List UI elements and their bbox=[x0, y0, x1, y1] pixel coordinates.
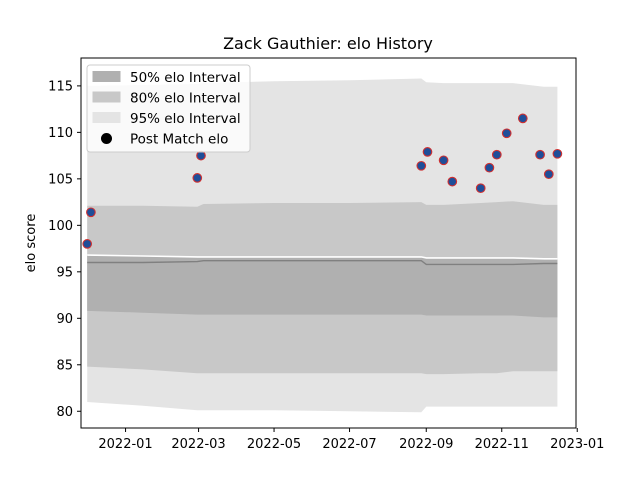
y-tick-label: 80 bbox=[56, 405, 73, 420]
x-tick-label: 2022-11 bbox=[475, 437, 529, 452]
chart-title: Zack Gauthier: elo History bbox=[223, 34, 433, 53]
plot-area: 80 85 90 95 100 105 110 115 2022-01 2022-03 2022-0… bbox=[48, 57, 604, 452]
y-axis-label: elo score bbox=[24, 214, 39, 273]
plot-frame bbox=[80, 57, 577, 429]
legend-marker bbox=[101, 133, 112, 144]
post-match-elo-point bbox=[535, 149, 545, 160]
post-match-elo-point bbox=[196, 150, 206, 161]
median-line bbox=[87, 254, 558, 260]
post-match-elo-point bbox=[552, 148, 563, 159]
x-tick-label: 2022-05 bbox=[247, 437, 301, 452]
y-tick-label: 90 bbox=[56, 312, 73, 327]
post-match-elo-point bbox=[491, 149, 502, 160]
legend-entry-label: 50% elo Interval bbox=[130, 70, 241, 86]
post-match-elo-point bbox=[438, 155, 449, 166]
legend-swatch bbox=[92, 71, 121, 82]
y-tick-label: 105 bbox=[48, 172, 73, 187]
post-match-elo-point bbox=[416, 160, 427, 171]
post-match-elo-point bbox=[501, 128, 512, 139]
post-match-elo-point bbox=[447, 176, 458, 187]
y-tick-label: 115 bbox=[48, 79, 73, 94]
x-tick-label: 2022-07 bbox=[322, 437, 376, 452]
band-50-interval bbox=[87, 255, 558, 318]
post-match-elo-point bbox=[475, 183, 486, 194]
post-match-elo-point bbox=[517, 113, 528, 124]
y-tick-label: 100 bbox=[48, 219, 73, 234]
post-match-elo-point bbox=[86, 207, 96, 218]
legend-box bbox=[86, 64, 251, 153]
legend-entry-label: 80% elo Interval bbox=[130, 91, 241, 107]
legend-swatch bbox=[92, 112, 121, 123]
post-match-elo-point bbox=[422, 147, 433, 157]
x-tick-label: 2022-01 bbox=[98, 437, 152, 452]
legend-entry-label: 95% elo Interval bbox=[130, 111, 241, 127]
legend-swatch bbox=[92, 91, 121, 103]
post-match-elo-point bbox=[484, 162, 495, 173]
x-tick-label: 2023-01 bbox=[550, 437, 604, 452]
post-match-elo-point bbox=[82, 239, 93, 249]
legend-entry-label: Post Match elo bbox=[130, 132, 228, 148]
legend: 50% elo Interval 80% elo Interval 95% elo … bbox=[86, 64, 251, 153]
post-match-elo-point bbox=[543, 169, 554, 180]
x-tick-label: 2022-03 bbox=[171, 437, 225, 452]
x-tick-label: 2022-09 bbox=[399, 437, 453, 452]
y-tick-label: 85 bbox=[56, 358, 73, 373]
y-tick-label: 110 bbox=[48, 126, 73, 141]
post-match-elo-point bbox=[192, 173, 203, 183]
mean-line bbox=[87, 260, 558, 266]
y-tick-label: 95 bbox=[56, 265, 73, 280]
